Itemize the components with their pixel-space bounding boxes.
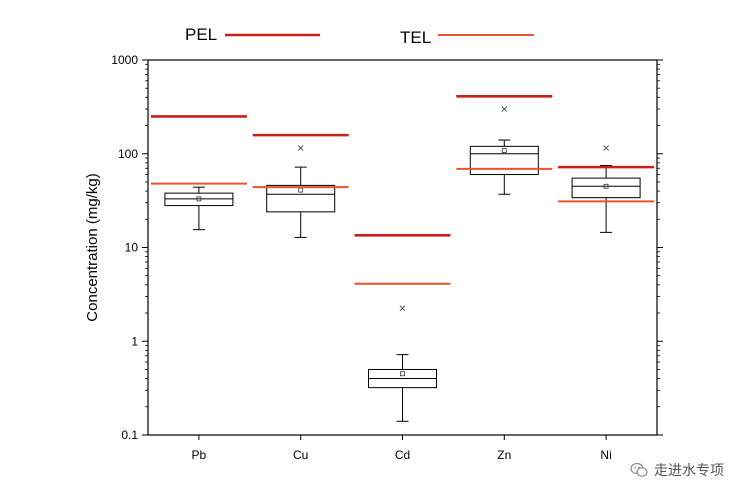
- legend-label-pel: PEL: [185, 25, 217, 44]
- box-group-cu: [266, 145, 336, 238]
- box-group-pb: [164, 186, 234, 231]
- box-iqr: [266, 184, 336, 213]
- outlier-marker: [399, 305, 406, 312]
- mean-marker: [603, 183, 609, 189]
- box-iqr: [469, 145, 539, 176]
- box-group-cd: [368, 305, 437, 422]
- mean-marker: [501, 148, 507, 154]
- x-tick-label: Zn: [497, 448, 511, 462]
- x-tick-label: Pb: [192, 448, 207, 462]
- y-tick-label: 1000: [111, 53, 138, 67]
- box-group-ni: [571, 145, 641, 233]
- legend-label-tel: TEL: [400, 28, 431, 47]
- x-tick-label: Ni: [600, 448, 611, 462]
- y-tick-label: 0.1: [121, 428, 138, 442]
- watermark: 走进水专项: [630, 460, 724, 480]
- x-tick-label: Cd: [395, 448, 410, 462]
- outlier-marker: [297, 145, 304, 151]
- box-group-zn: [469, 106, 539, 195]
- x-tick-label: Cu: [293, 448, 308, 462]
- watermark-text: 走进水专项: [654, 463, 724, 479]
- mean-marker: [196, 196, 202, 202]
- mean-marker: [400, 371, 405, 377]
- y-tick-label: 10: [125, 241, 139, 255]
- outlier-marker: [603, 145, 609, 151]
- y-axis-title: Concentration (mg/kg): [84, 173, 101, 321]
- y-tick-label: 1: [131, 334, 138, 348]
- wechat-icon: [630, 462, 648, 477]
- y-tick-label: 100: [118, 147, 138, 161]
- outlier-marker: [501, 106, 508, 112]
